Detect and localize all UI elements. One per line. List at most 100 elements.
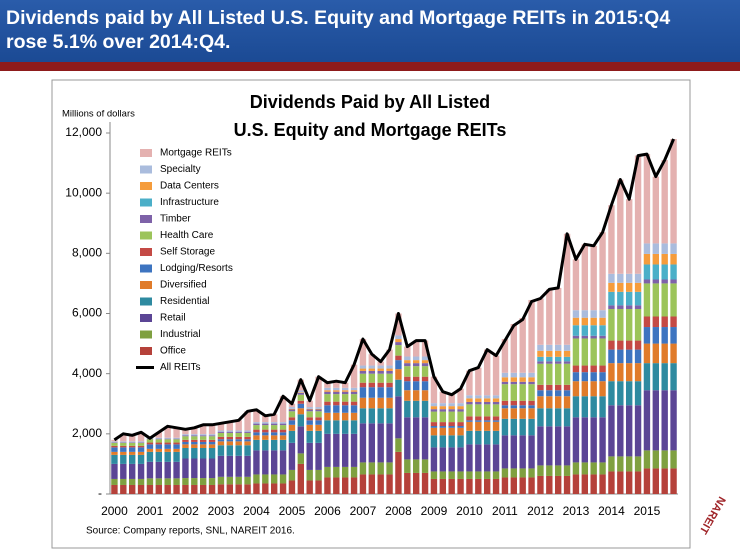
- bar-segment: [120, 433, 127, 442]
- bar-segment: [519, 384, 526, 401]
- bar-segment: [617, 305, 624, 309]
- bar-segment: [572, 365, 580, 373]
- bar-segment: [554, 384, 562, 391]
- bar-segment: [670, 343, 677, 364]
- bar-segment: [670, 264, 677, 280]
- bar-segment: [590, 365, 597, 373]
- bar-segment: [421, 356, 429, 361]
- bar-segment: [430, 427, 438, 436]
- bar-segment: [155, 444, 163, 449]
- bar-segment: [146, 444, 154, 449]
- x-tick-label: 2005: [279, 504, 306, 518]
- bar-segment: [120, 463, 127, 479]
- bar-segment: [270, 435, 278, 440]
- bar-segment: [483, 420, 491, 422]
- bar-segment: [199, 424, 207, 435]
- bar-segment: [120, 445, 127, 448]
- header: Dividends paid by All Listed U.S. Equity…: [0, 0, 740, 62]
- bar-segment: [253, 435, 260, 440]
- bar-segment: [191, 447, 198, 459]
- bar-segment: [262, 425, 269, 430]
- bar-segment: [537, 298, 544, 345]
- bar-segment: [341, 420, 349, 434]
- bar-segment: [608, 282, 615, 292]
- bar-segment: [306, 400, 313, 408]
- legend-swatch: [140, 264, 152, 273]
- bar-segment: [439, 471, 447, 479]
- bar-segment: [306, 420, 313, 425]
- bar-segment: [164, 442, 171, 445]
- bar-segment: [137, 454, 145, 464]
- bar-segment: [350, 412, 358, 421]
- bar-segment: [173, 439, 180, 443]
- bar-segment: [652, 363, 660, 391]
- bar-segment: [191, 436, 198, 440]
- bar-segment: [120, 447, 127, 452]
- bar-segment: [466, 478, 473, 494]
- bar-segment: [155, 448, 163, 452]
- bar-segment: [341, 466, 349, 478]
- bar-segment: [279, 439, 287, 451]
- bar-segment: [191, 484, 198, 494]
- bar-segment: [359, 382, 367, 388]
- bar-segment: [608, 273, 615, 283]
- bar-segment: [253, 423, 260, 426]
- bar-segment: [306, 409, 313, 412]
- bar-segment: [608, 291, 615, 306]
- bar-segment: [590, 335, 597, 339]
- bar-segment: [297, 403, 305, 409]
- bar-segment: [111, 441, 118, 443]
- bar-segment: [208, 441, 216, 445]
- bar-segment: [625, 282, 633, 292]
- bar-segment: [430, 426, 438, 428]
- bar-segment: [670, 283, 677, 317]
- total-line: [113, 138, 675, 442]
- bar-segment: [412, 459, 420, 473]
- bar-segment: [572, 310, 580, 318]
- bar-segment: [235, 430, 242, 432]
- bar-segment: [528, 372, 535, 378]
- bar-segment: [341, 401, 349, 406]
- bar-segment: [270, 414, 278, 423]
- bar-segment: [510, 405, 518, 409]
- bar-segment: [350, 390, 358, 392]
- bar-segment: [563, 465, 571, 476]
- bar-segment: [173, 437, 180, 439]
- bar-segment: [617, 405, 624, 457]
- bar-segment: [634, 273, 642, 283]
- bar-segment: [288, 469, 296, 481]
- bar-segment: [572, 474, 580, 494]
- bar-segment: [315, 408, 322, 410]
- legend-swatch: [140, 182, 152, 190]
- bar-segment: [164, 451, 171, 462]
- bar-segment: [253, 439, 260, 451]
- bar-segment: [501, 468, 509, 478]
- bar-segment: [359, 339, 367, 366]
- legend-swatch: [140, 347, 152, 355]
- bar-segment: [341, 387, 349, 391]
- bar-segment: [563, 363, 571, 385]
- legend-label: Office: [160, 346, 186, 357]
- bar-segment: [563, 344, 571, 351]
- bar-segment: [128, 454, 136, 464]
- bar-segment: [368, 370, 376, 374]
- chart-title: U.S. Equity and Mortgage REITs: [234, 120, 507, 140]
- bar-segment: [199, 444, 207, 448]
- bar-segment: [111, 454, 118, 464]
- bar-segment: [661, 363, 668, 391]
- bar-segment: [377, 474, 384, 494]
- bar-segment: [368, 423, 376, 463]
- bar-segment: [483, 349, 491, 396]
- bar-segment: [217, 439, 225, 442]
- bar-segment: [173, 427, 180, 438]
- bar-segment: [253, 450, 260, 475]
- bar-segment: [341, 390, 349, 392]
- bar-segment: [519, 372, 526, 378]
- bar-segment: [182, 458, 189, 479]
- bar-segment: [164, 484, 171, 494]
- bar-segment: [199, 435, 207, 437]
- bar-segment: [439, 435, 447, 448]
- bar-segment: [421, 459, 429, 473]
- bar-segment: [670, 279, 677, 284]
- bar-segment: [208, 436, 216, 440]
